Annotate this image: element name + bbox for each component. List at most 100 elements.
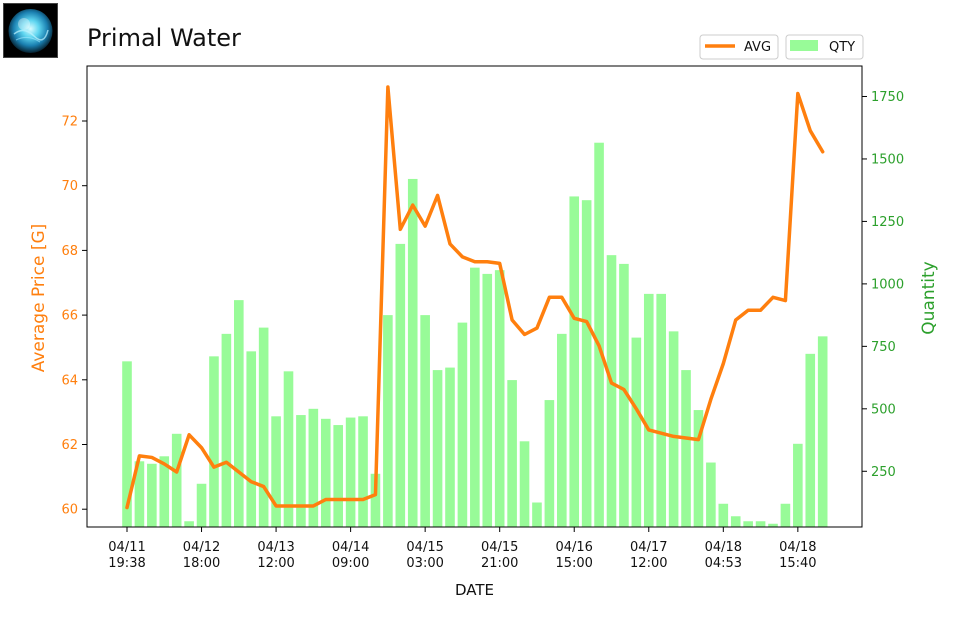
right-tick-label: 1750 bbox=[871, 90, 904, 105]
legend-avg-box bbox=[699, 34, 779, 60]
qty-bar bbox=[122, 361, 132, 527]
qty-bar bbox=[581, 200, 592, 527]
x-tick-time: 18:00 bbox=[183, 556, 220, 571]
qty-bar bbox=[755, 521, 766, 527]
qty-bar bbox=[768, 523, 778, 527]
qty-bar bbox=[184, 521, 194, 527]
right-tick-label: 1250 bbox=[871, 215, 904, 230]
left-tick-label: 60 bbox=[61, 503, 78, 518]
right-tick-label: 1000 bbox=[871, 277, 904, 292]
plot-frame bbox=[86, 65, 863, 528]
qty-bar bbox=[494, 270, 505, 527]
qty-bar bbox=[594, 142, 604, 527]
qty-bar bbox=[718, 503, 729, 527]
x-tick-date: 04/12 bbox=[183, 540, 220, 555]
qty-bar bbox=[370, 473, 381, 527]
qty-bar bbox=[817, 336, 828, 527]
x-tick-date: 04/17 bbox=[630, 540, 667, 555]
legend-qty-label: QTY bbox=[829, 40, 855, 55]
primal-water-orb-icon bbox=[3, 3, 58, 58]
x-tick-date: 04/13 bbox=[257, 540, 294, 555]
x-tick-time: 21:00 bbox=[481, 556, 518, 571]
x-tick-time: 04:53 bbox=[705, 556, 742, 571]
qty-bar bbox=[730, 516, 741, 527]
right-axis-label: Quantity bbox=[919, 261, 939, 334]
qty-bar bbox=[457, 322, 468, 527]
page-title: Primal Water bbox=[87, 24, 241, 52]
right-axis: 250 500 750 1000 1250 1500 1750 bbox=[862, 90, 904, 480]
qty-bar bbox=[681, 370, 691, 527]
qty-bar bbox=[780, 503, 791, 527]
qty-bar bbox=[246, 351, 257, 527]
qty-bar bbox=[358, 416, 368, 527]
qty-bar bbox=[544, 400, 555, 527]
x-tick-date: 04/15 bbox=[406, 540, 443, 555]
legend-qty-swatch bbox=[790, 40, 818, 51]
qty-bar bbox=[643, 293, 654, 527]
legend-avg-label: AVG bbox=[744, 40, 771, 55]
qty-bar bbox=[656, 293, 666, 527]
left-tick-label: 70 bbox=[61, 179, 78, 194]
qty-bar bbox=[258, 327, 269, 527]
x-tick-date: 04/11 bbox=[108, 540, 145, 555]
qty-bar bbox=[159, 456, 170, 527]
x-tick-date: 04/16 bbox=[555, 540, 592, 555]
x-tick-date: 04/18 bbox=[705, 540, 742, 555]
qty-bar bbox=[606, 255, 617, 527]
qty-bar bbox=[445, 367, 455, 527]
left-tick-label: 66 bbox=[61, 309, 78, 324]
qty-bar bbox=[320, 418, 331, 527]
right-tick-label: 250 bbox=[871, 465, 896, 480]
qty-bar bbox=[147, 463, 157, 527]
qty-bar bbox=[619, 263, 629, 527]
qty-bar bbox=[432, 370, 443, 527]
qty-bar bbox=[271, 416, 281, 527]
qty-bar bbox=[507, 380, 517, 527]
legend: AVG QTY bbox=[699, 34, 864, 60]
x-axis-label: DATE bbox=[455, 581, 494, 599]
left-tick-label: 72 bbox=[61, 114, 78, 129]
left-tick-label: 68 bbox=[61, 244, 78, 259]
qty-bar bbox=[333, 425, 343, 527]
left-axis: 60 62 64 66 68 70 72 bbox=[61, 114, 87, 518]
qty-bar bbox=[569, 196, 580, 527]
x-tick-time: 09:00 bbox=[332, 556, 369, 571]
qty-bar bbox=[134, 461, 145, 527]
qty-bar bbox=[383, 315, 393, 527]
left-tick-label: 62 bbox=[61, 438, 78, 453]
qty-bar bbox=[345, 417, 356, 527]
qty-bar bbox=[209, 356, 219, 527]
qty-bar bbox=[482, 273, 493, 527]
left-axis-label: Average Price [G] bbox=[29, 224, 49, 373]
qty-bar bbox=[407, 178, 418, 527]
x-axis: 04/1119:3804/1218:0004/1312:0004/1409:00… bbox=[108, 527, 817, 571]
qty-bar bbox=[395, 243, 406, 527]
qty-bar bbox=[532, 502, 542, 527]
x-tick-date: 04/18 bbox=[779, 540, 816, 555]
avg-line bbox=[125, 85, 825, 510]
qty-bar bbox=[308, 408, 319, 527]
qty-bars bbox=[122, 142, 828, 527]
qty-bar bbox=[283, 371, 294, 527]
x-tick-date: 04/15 bbox=[481, 540, 518, 555]
left-tick-label: 64 bbox=[61, 373, 78, 388]
qty-bar bbox=[171, 433, 182, 527]
qty-bar bbox=[706, 462, 716, 527]
qty-bar bbox=[420, 315, 430, 527]
right-tick-label: 750 bbox=[871, 340, 896, 355]
x-tick-time: 15:40 bbox=[779, 556, 816, 571]
right-tick-label: 500 bbox=[871, 402, 896, 417]
x-tick-date: 04/14 bbox=[332, 540, 369, 555]
qty-bar bbox=[234, 300, 244, 527]
qty-bar bbox=[519, 441, 530, 527]
qty-bar bbox=[693, 410, 704, 527]
qty-bar bbox=[743, 521, 753, 527]
qty-bar bbox=[805, 353, 816, 527]
qty-bar bbox=[668, 331, 679, 527]
qty-bar bbox=[631, 337, 642, 527]
qty-bar bbox=[296, 415, 306, 527]
qty-bar bbox=[470, 267, 480, 527]
x-tick-time: 15:00 bbox=[555, 556, 592, 571]
right-tick-label: 1500 bbox=[871, 152, 904, 167]
